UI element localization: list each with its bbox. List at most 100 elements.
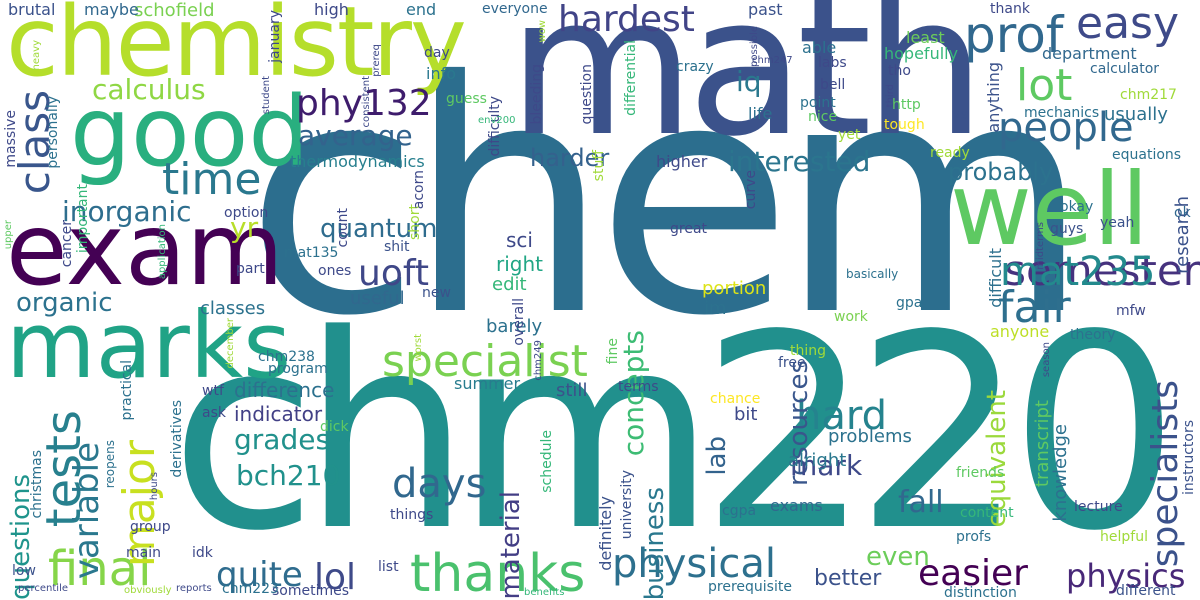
word: quite [216, 555, 303, 595]
word: lecture [1074, 499, 1123, 515]
word: heavy [31, 40, 42, 71]
word: mat135 [284, 245, 339, 261]
word: chm223 [222, 581, 279, 597]
word: stuff [591, 150, 607, 182]
word: mark [790, 449, 863, 482]
word: business [640, 486, 670, 600]
word: january [267, 10, 283, 63]
word: thank [990, 1, 1030, 17]
word: personally [45, 96, 61, 169]
word: lab [702, 436, 732, 476]
word: usually [1104, 104, 1168, 125]
word: group [130, 519, 171, 535]
word: low [12, 563, 36, 579]
word: upper [3, 220, 14, 250]
word: chance [710, 391, 761, 407]
word: calculus [92, 73, 206, 106]
word: part [236, 261, 265, 277]
word: overall [511, 298, 527, 346]
word: friends [956, 465, 1005, 481]
word: christmas [29, 450, 45, 519]
word: average [298, 119, 413, 152]
word: derivatives [169, 400, 185, 478]
word: marks [6, 292, 292, 399]
word: thanks [410, 544, 586, 600]
word: material [496, 491, 526, 600]
word: wtf [202, 383, 224, 399]
word: program [268, 361, 328, 377]
word: main [126, 545, 161, 561]
word: easier [918, 553, 1028, 594]
word: great [670, 221, 708, 237]
word: easy [1076, 0, 1179, 49]
word: university [619, 470, 635, 540]
word: organic [16, 288, 113, 318]
word: end [406, 0, 437, 19]
word: ready [930, 145, 970, 161]
word: brutal [8, 0, 56, 19]
word: nice [808, 109, 838, 125]
word: days [392, 461, 487, 507]
word: specialists [1145, 380, 1186, 568]
word: curve [743, 170, 759, 210]
word: lot [1016, 60, 1073, 111]
word: question [579, 64, 595, 125]
word: free [778, 355, 806, 371]
word: exams [770, 496, 823, 515]
word: reopens [103, 440, 117, 489]
word: alright [788, 450, 847, 471]
word: bleeding [529, 64, 545, 125]
word: okay [1060, 199, 1094, 215]
word: semester [1004, 246, 1200, 295]
word: chm217 [1120, 87, 1177, 103]
word: env200 [478, 115, 516, 126]
word: helpful [1100, 529, 1148, 545]
word: edit [492, 274, 527, 295]
word: least [906, 28, 945, 47]
word: benefits [524, 587, 565, 598]
word: high [314, 0, 349, 19]
word: third [885, 84, 896, 108]
word: chm247 [752, 55, 793, 66]
word: guess [446, 91, 487, 107]
word: hard [796, 393, 887, 439]
word: quantum [320, 214, 438, 244]
word: mechanics [1024, 105, 1100, 121]
word: interested [728, 145, 871, 178]
word: bell [820, 77, 846, 93]
word: season [1041, 342, 1052, 378]
word: even [866, 542, 930, 572]
word: terms [618, 379, 659, 395]
word: lol [314, 557, 357, 598]
word: info [426, 64, 457, 83]
word: guys [1050, 221, 1084, 237]
word: profs [956, 529, 992, 545]
word: wow [537, 20, 548, 43]
word: indicator [234, 402, 323, 426]
word: differential [623, 40, 639, 116]
word: cgpa [722, 503, 757, 519]
word: higher [656, 152, 708, 171]
word: iq [736, 65, 762, 98]
word: prereq [371, 44, 382, 77]
word: point [800, 95, 836, 111]
word: idk [192, 545, 213, 561]
word: yet [838, 127, 861, 143]
word: important [75, 184, 91, 254]
word: well [950, 151, 1149, 268]
word: schofield [134, 0, 215, 21]
word: difficulty [487, 96, 503, 157]
word: dick [320, 419, 349, 435]
word: list [378, 559, 399, 575]
word: yeah [1100, 215, 1135, 231]
word: math [508, 0, 986, 179]
word: exam [6, 191, 284, 308]
word: consistent [361, 76, 372, 128]
word: sci [506, 228, 533, 252]
word: barely [486, 316, 543, 337]
word: theory [1070, 327, 1116, 343]
word: harder [530, 144, 610, 172]
word: specialist [382, 336, 588, 387]
word: ok [1174, 205, 1191, 221]
word: able [802, 38, 837, 57]
